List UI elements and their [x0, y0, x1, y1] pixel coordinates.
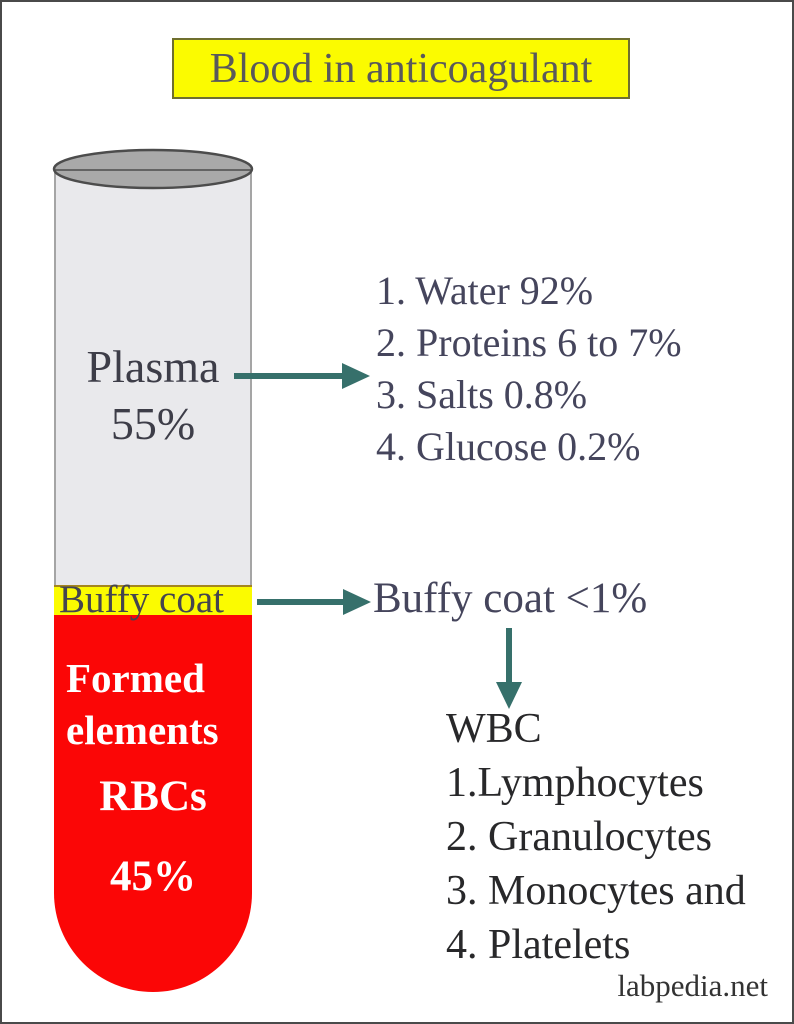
tube-buffy-coat-band: [54, 585, 252, 615]
plasma-label-text: Plasma: [86, 341, 220, 392]
tube-plasma-section: [54, 169, 252, 585]
wbc-list: WBC 1.Lymphocytes 2. Granulocytes 3. Mon…: [446, 702, 746, 972]
rbcs-percent: 45%: [110, 853, 196, 900]
plasma-composition-list: 1. Water 92% 2. Proteins 6 to 7% 3. Salt…: [376, 265, 682, 473]
wbc-header: WBC: [446, 706, 542, 752]
plasma-arrow-right-icon: [234, 363, 370, 389]
plasma-percent: 55%: [110, 398, 196, 449]
watermark-labpedia: labpedia.net: [617, 968, 768, 1003]
formed-elements-label: Formed elements: [66, 655, 219, 753]
plasma-item-salts: 3. Salts 0.8%: [376, 372, 588, 417]
diagram-title-text: Blood in anticoagulant: [209, 45, 593, 92]
plasma-label: Plasma 55%: [54, 338, 252, 452]
rbcs-label: RBCs: [99, 773, 207, 820]
buffy-coat-note: Buffy coat <1%: [373, 575, 648, 622]
diagram-title: Blood in anticoagulant: [172, 38, 630, 99]
wbc-item-monocytes: 3. Monocytes and: [446, 868, 746, 914]
wbc-item-platelets: 4. Platelets: [446, 922, 631, 968]
plasma-item-water: 1. Water 92%: [376, 268, 594, 313]
buffy-arrow-down-icon: [496, 628, 522, 709]
buffy-coat-label: Buffy coat: [59, 578, 224, 621]
wbc-item-lymphocytes: 1.Lymphocytes: [446, 760, 704, 806]
plasma-item-proteins: 2. Proteins 6 to 7%: [376, 320, 682, 365]
wbc-item-granulocytes: 2. Granulocytes: [446, 814, 712, 860]
buffy-arrow-right-icon: [257, 589, 371, 615]
tube-rbc-section: [54, 615, 252, 992]
plasma-item-glucose: 4. Glucose 0.2%: [376, 424, 641, 469]
